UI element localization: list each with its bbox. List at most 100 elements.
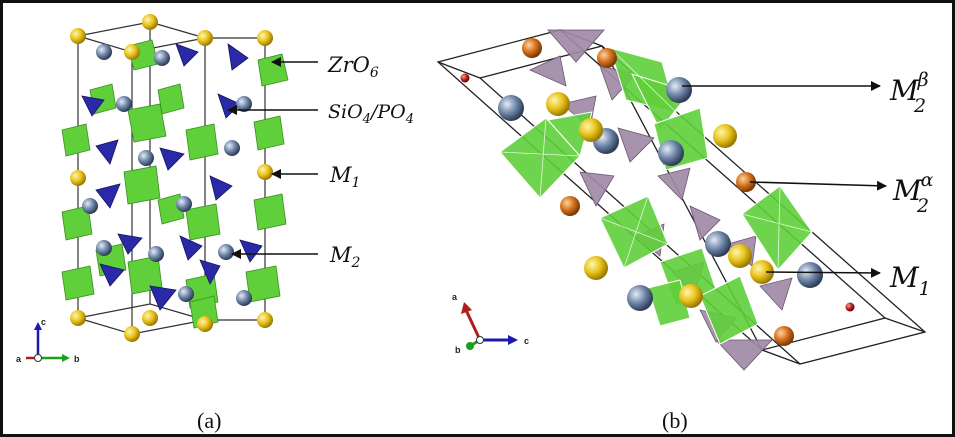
label-sio4-po4: SiO4/PO4	[328, 101, 414, 127]
atom-orange	[597, 48, 617, 68]
label-zro6: ZrO6	[327, 53, 379, 81]
octahedron	[253, 115, 285, 151]
atom-yellow	[257, 164, 273, 180]
panel-b: Mβ 2 Mα 2 M1 a b c (b)	[436, 29, 934, 433]
atom-steel	[498, 95, 524, 121]
atom-yellow	[257, 312, 273, 328]
atom-yellow	[584, 256, 608, 280]
atom-steel	[96, 240, 112, 256]
caption-a: (a)	[197, 408, 221, 433]
panel-a-axis-gizmo: c a b	[16, 317, 80, 364]
tetrahedron	[209, 175, 233, 201]
m1-atoms	[70, 14, 273, 342]
atom-orange	[560, 196, 580, 216]
label-m2-alpha-sub: 2	[916, 195, 929, 217]
label-m2-a: M2	[329, 243, 361, 271]
octahedron	[253, 193, 287, 231]
panel-a-arrows	[227, 57, 318, 259]
atom-steel	[82, 198, 98, 214]
tetrahedron	[617, 127, 655, 163]
atom-steel	[218, 244, 234, 260]
atom-orange	[774, 326, 794, 346]
atom-yellow	[197, 316, 213, 332]
octahedron	[61, 123, 91, 157]
tetrahedron	[227, 43, 249, 71]
axis-a-b: b	[74, 354, 80, 364]
atom-steel	[705, 231, 731, 257]
tetrahedron	[657, 167, 691, 201]
octahedron	[127, 103, 167, 143]
label-m1-a: M1	[329, 163, 360, 191]
atom-steel	[236, 96, 252, 112]
atom-steel	[797, 262, 823, 288]
atom-steel	[148, 246, 164, 262]
atom-steel	[96, 44, 112, 60]
atom-steel	[116, 96, 132, 112]
caption-b: (b)	[662, 408, 688, 433]
zro6-octahedra	[61, 39, 289, 329]
atom-orange	[522, 38, 542, 58]
panel-a: ZrO6 SiO4/PO4 M1 M2 c a b (a)	[16, 14, 414, 433]
octahedron	[123, 165, 161, 205]
atom-red	[845, 302, 855, 312]
atom-steel	[658, 140, 684, 166]
atom-steel	[176, 196, 192, 212]
tetrahedron	[179, 235, 203, 261]
octahedron	[185, 203, 221, 241]
tetrahedron	[95, 139, 119, 165]
tetrahedron	[529, 55, 567, 87]
tetrahedron	[199, 259, 221, 285]
axis-b-c: c	[524, 336, 529, 346]
tetrahedron	[239, 239, 263, 263]
tetrahedron	[81, 95, 105, 117]
tetrahedron	[159, 147, 185, 171]
atom-yellow	[257, 30, 273, 46]
atom-yellow	[728, 244, 752, 268]
m2-atoms	[82, 44, 252, 306]
atom-yellow	[142, 310, 158, 326]
atom-yellow	[713, 124, 737, 148]
tetrahedron	[759, 277, 793, 311]
tetrahedron	[99, 263, 125, 287]
arrow-m2-alpha	[749, 180, 887, 191]
panel-b-arrows	[682, 81, 887, 278]
atom-yellow	[546, 92, 570, 116]
octahedron	[699, 275, 759, 345]
atom-steel	[154, 50, 170, 66]
atom-steel	[666, 77, 692, 103]
label-m2-alpha: Mα	[892, 169, 934, 207]
label-m2-beta: Mβ	[889, 69, 929, 107]
tetrahedron	[579, 171, 615, 207]
atom-yellow	[70, 310, 86, 326]
octahedron	[61, 265, 95, 301]
octahedron	[61, 205, 93, 241]
tetrahedron	[715, 339, 773, 371]
axis-b-b: b	[455, 345, 461, 355]
atom-yellow	[679, 284, 703, 308]
atom-steel	[627, 285, 653, 311]
axis-b-a: a	[452, 292, 458, 302]
octahedron	[185, 123, 219, 161]
atom-yellow	[124, 326, 140, 342]
axis-a-c: c	[41, 317, 46, 327]
atom-yellow	[142, 14, 158, 30]
axis-a-a: a	[16, 354, 22, 364]
tetrahedron	[547, 29, 605, 63]
panel-b-axis-gizmo: a b c	[452, 292, 529, 355]
atom-steel	[178, 286, 194, 302]
sio4-tetrahedra	[81, 43, 263, 311]
atom-steel	[138, 150, 154, 166]
tetrahedron	[689, 205, 721, 241]
atom-orange	[736, 172, 756, 192]
atom-yellow	[70, 170, 86, 186]
atom-yellow	[750, 260, 774, 284]
atom-yellow	[124, 44, 140, 60]
octahedron	[157, 83, 185, 115]
atom-steel	[236, 290, 252, 306]
label-m1-b: M1	[889, 261, 931, 300]
atoms-panel-b	[460, 38, 855, 346]
atom-yellow	[70, 28, 86, 44]
tetrahedron	[117, 233, 143, 255]
